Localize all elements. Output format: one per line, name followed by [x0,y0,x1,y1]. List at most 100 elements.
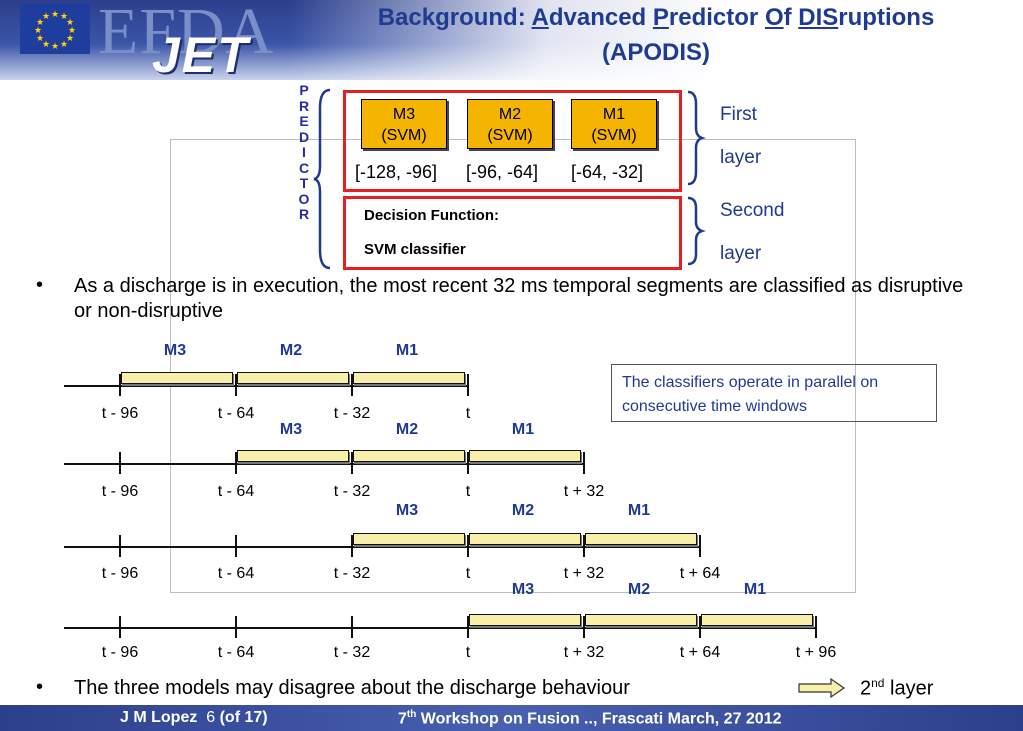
svg-text:★: ★ [60,40,68,50]
model-m2-svm: M2 (SVM) [467,99,553,149]
range-m3: [-128, -96] [355,162,438,182]
timeline-tick [235,616,237,638]
window-segment-m2 [585,614,697,626]
timeline-tick-label: t + 32 [563,644,605,661]
window-segment-m3 [237,450,349,462]
timeline-tick [467,535,469,557]
second-layer-label: Second [720,200,785,221]
window-label-m1: M1 [395,342,419,359]
window-label-m3: M3 [511,581,535,598]
svg-text:★: ★ [51,42,59,52]
timeline-tick-label: t [465,565,471,582]
first-layer-label: First [720,104,757,125]
right-arrow-icon [798,677,846,699]
timeline-tick [583,452,585,474]
window-label-m3: M3 [163,342,187,359]
bullet-text-1: As a discharge is in execution, the most… [74,275,964,322]
second-layer-label-2: layer [720,243,762,264]
right-brace-first-icon [687,90,706,186]
first-layer-box [343,90,682,192]
eu-flag-icon: ★ ★ ★ ★ ★ ★ ★ ★ ★ ★ ★ ★ [20,4,90,54]
svg-text:★: ★ [66,18,74,28]
timeline-tick-label: t - 32 [333,644,371,661]
window-segment-m2 [469,533,581,545]
timeline-tick-label: t [465,405,471,422]
window-segment-m1 [353,372,465,384]
decision-function-label: Decision Function: [364,207,499,224]
window-segment-m1 [585,533,697,545]
parallel-note-box: The classifiers operate in parallel on c… [611,364,937,422]
svg-text:★: ★ [42,40,50,50]
timeline-tick [351,616,353,638]
footer-event: 7th Workshop on Fusion .., Frascati Marc… [398,709,782,728]
timeline-tick-label: t - 96 [101,405,139,422]
bullet-marker: • [36,676,44,698]
footer-bar [0,705,1023,731]
window-segment-m1 [701,614,813,626]
window-label-m1: M1 [627,502,651,519]
timeline-tick [119,452,121,474]
window-label-m3: M3 [279,421,303,438]
timeline-tick [351,452,353,474]
timeline-tick-label: t - 96 [101,644,139,661]
model-m1-svm: M1 (SVM) [571,99,657,149]
timeline-tick-label: t + 32 [563,483,605,500]
timeline-tick [235,452,237,474]
range-m2: [-96, -64] [466,162,539,182]
window-segment-m2 [237,372,349,384]
window-label-m1: M1 [511,421,535,438]
timeline-tick [699,616,701,638]
timeline-tick [119,616,121,638]
first-layer-label-2: layer [720,147,762,168]
svg-text:★: ★ [42,12,50,22]
svg-text:★: ★ [66,34,74,44]
timeline-tick-label: t - 32 [333,483,371,500]
timeline-axis [64,385,469,387]
window-label-m2: M2 [627,581,651,598]
timeline-tick-label: t - 64 [217,644,255,661]
svg-text:★: ★ [36,18,44,28]
timeline-tick [467,374,469,396]
svm-classifier-label: SVM classifier [364,241,466,258]
timeline-tick [119,374,121,396]
range-m1: [-64, -32] [571,162,644,182]
header-fade [290,0,1023,80]
window-label-m2: M2 [279,342,303,359]
timeline-tick-label: t + 64 [679,644,721,661]
timeline-tick-label: t [465,483,471,500]
timeline-tick [583,616,585,638]
timeline-tick-label: t - 64 [217,483,255,500]
svg-text:★: ★ [34,26,42,36]
timeline-tick-label: t - 32 [333,565,371,582]
timeline-tick-label: t - 96 [101,565,139,582]
window-segment-m2 [353,450,465,462]
timeline-tick-label: t - 64 [217,405,255,422]
window-label-m2: M2 [395,421,419,438]
slide-title: Background: Advanced Predictor Of DISrup… [377,4,935,31]
timeline-tick [351,374,353,396]
svg-text:★: ★ [51,10,59,20]
window-segment-m1 [469,450,581,462]
timeline-tick [699,535,701,557]
timeline-tick [583,535,585,557]
second-layer-note: 2nd layer [860,676,934,700]
timeline-tick-label: t + 96 [795,644,837,661]
timeline-tick [467,452,469,474]
window-label-m1: M1 [743,581,767,598]
footer-author: J M Lopez 6 (of 17) [120,709,268,726]
timeline-tick [235,535,237,557]
timeline-tick [815,616,817,638]
timeline-axis [64,546,701,548]
svg-text:★: ★ [68,26,76,36]
timeline-tick-label: t + 32 [563,565,605,582]
bullet-marker: • [36,274,44,296]
jet-logo: JET [152,27,250,83]
timeline-tick-label: t - 64 [217,565,255,582]
efda-logo: EFDA [98,0,275,68]
timeline-tick-label: t [465,644,471,661]
left-brace-icon [313,88,331,270]
timeline-axis [64,463,585,465]
right-brace-second-icon [687,196,706,266]
window-label-m3: M3 [395,502,419,519]
